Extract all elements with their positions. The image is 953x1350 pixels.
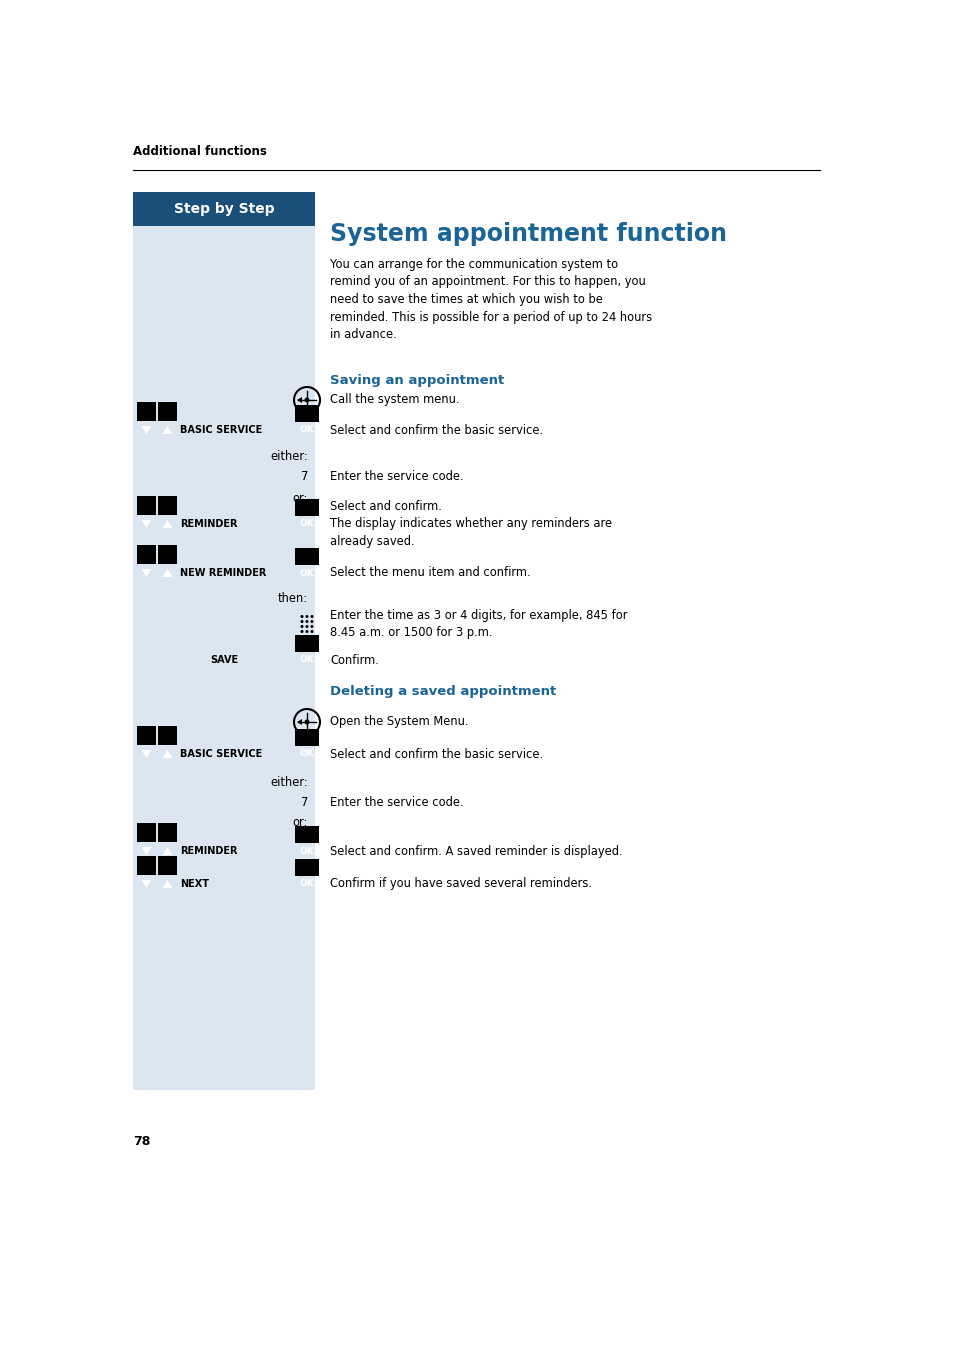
Text: OK: OK <box>299 749 314 759</box>
Text: Select and confirm.
The display indicates whether any reminders are
already save: Select and confirm. The display indicate… <box>330 501 612 548</box>
Circle shape <box>305 625 308 628</box>
Text: OK: OK <box>299 846 314 856</box>
Polygon shape <box>141 846 152 855</box>
Text: OK: OK <box>299 568 314 578</box>
Bar <box>132 192 314 1089</box>
Bar <box>294 859 318 876</box>
Polygon shape <box>141 568 152 576</box>
Text: Enter the time as 3 or 4 digits, for example, 845 for
8.45 a.m. or 1500 for 3 p.: Enter the time as 3 or 4 digits, for exa… <box>330 609 627 639</box>
Bar <box>294 634 318 652</box>
Circle shape <box>310 620 314 622</box>
Circle shape <box>300 630 303 633</box>
Text: 7: 7 <box>300 796 308 810</box>
Text: or:: or: <box>293 817 308 829</box>
Bar <box>158 401 177 420</box>
Bar <box>158 725 177 744</box>
Circle shape <box>305 616 308 618</box>
Text: Step by Step: Step by Step <box>173 202 274 216</box>
Bar <box>294 825 318 842</box>
Text: NEW REMINDER: NEW REMINDER <box>180 568 266 578</box>
Text: Select the menu item and confirm.: Select the menu item and confirm. <box>330 567 530 579</box>
Bar <box>137 401 156 420</box>
Bar <box>137 544 156 563</box>
Text: Deleting a saved appointment: Deleting a saved appointment <box>330 686 556 698</box>
Text: Confirm.: Confirm. <box>330 653 378 667</box>
Bar <box>158 856 177 875</box>
Text: Enter the service code.: Enter the service code. <box>330 796 463 810</box>
Polygon shape <box>141 751 152 757</box>
Text: BASIC SERVICE: BASIC SERVICE <box>180 425 262 435</box>
Text: Select and confirm the basic service.: Select and confirm the basic service. <box>330 748 542 760</box>
Text: Confirm if you have saved several reminders.: Confirm if you have saved several remind… <box>330 878 592 891</box>
Text: REMINDER: REMINDER <box>180 518 237 529</box>
Text: 78: 78 <box>132 1135 151 1148</box>
Polygon shape <box>162 751 172 757</box>
Bar <box>294 405 318 421</box>
Text: OK: OK <box>299 656 314 664</box>
Circle shape <box>304 720 309 725</box>
Bar <box>158 495 177 514</box>
Polygon shape <box>162 520 172 528</box>
Text: then:: then: <box>277 593 308 606</box>
Circle shape <box>310 625 314 628</box>
Text: either:: either: <box>270 451 308 463</box>
Bar <box>137 822 156 841</box>
Circle shape <box>305 620 308 622</box>
Circle shape <box>304 397 309 402</box>
Text: You can arrange for the communication system to
remind you of an appointment. Fo: You can arrange for the communication sy… <box>330 258 652 342</box>
Text: REMINDER: REMINDER <box>180 846 237 856</box>
Text: Saving an appointment: Saving an appointment <box>330 374 504 387</box>
Text: 7: 7 <box>300 471 308 483</box>
Bar <box>132 192 314 225</box>
Polygon shape <box>162 568 172 576</box>
Text: OK: OK <box>299 520 314 528</box>
Text: Open the System Menu.: Open the System Menu. <box>330 716 468 729</box>
Text: System appointment function: System appointment function <box>330 221 726 246</box>
Polygon shape <box>162 880 172 888</box>
Bar <box>294 729 318 745</box>
Circle shape <box>310 616 314 618</box>
Bar <box>137 495 156 514</box>
Polygon shape <box>141 427 152 433</box>
Polygon shape <box>296 397 302 404</box>
Polygon shape <box>141 520 152 528</box>
Text: Additional functions: Additional functions <box>132 144 267 158</box>
Circle shape <box>300 625 303 628</box>
Circle shape <box>300 620 303 622</box>
Text: OK: OK <box>299 879 314 888</box>
Polygon shape <box>296 720 302 725</box>
Polygon shape <box>141 880 152 888</box>
Text: BASIC SERVICE: BASIC SERVICE <box>180 749 262 759</box>
Circle shape <box>300 616 303 618</box>
Polygon shape <box>162 427 172 433</box>
Text: OK: OK <box>299 425 314 435</box>
Text: Call the system menu.: Call the system menu. <box>330 393 459 406</box>
Polygon shape <box>162 846 172 855</box>
Circle shape <box>310 630 314 633</box>
Text: or:: or: <box>293 493 308 505</box>
Bar <box>294 498 318 516</box>
Bar <box>137 725 156 744</box>
Text: Enter the service code.: Enter the service code. <box>330 471 463 483</box>
Text: NEXT: NEXT <box>180 879 209 890</box>
Text: Select and confirm. A saved reminder is displayed.: Select and confirm. A saved reminder is … <box>330 845 622 857</box>
Bar <box>294 548 318 564</box>
Text: Select and confirm the basic service.: Select and confirm the basic service. <box>330 424 542 436</box>
Circle shape <box>305 630 308 633</box>
Text: SAVE: SAVE <box>210 655 238 666</box>
Bar <box>158 544 177 563</box>
Bar <box>158 822 177 841</box>
Bar <box>137 856 156 875</box>
Text: either:: either: <box>270 776 308 790</box>
